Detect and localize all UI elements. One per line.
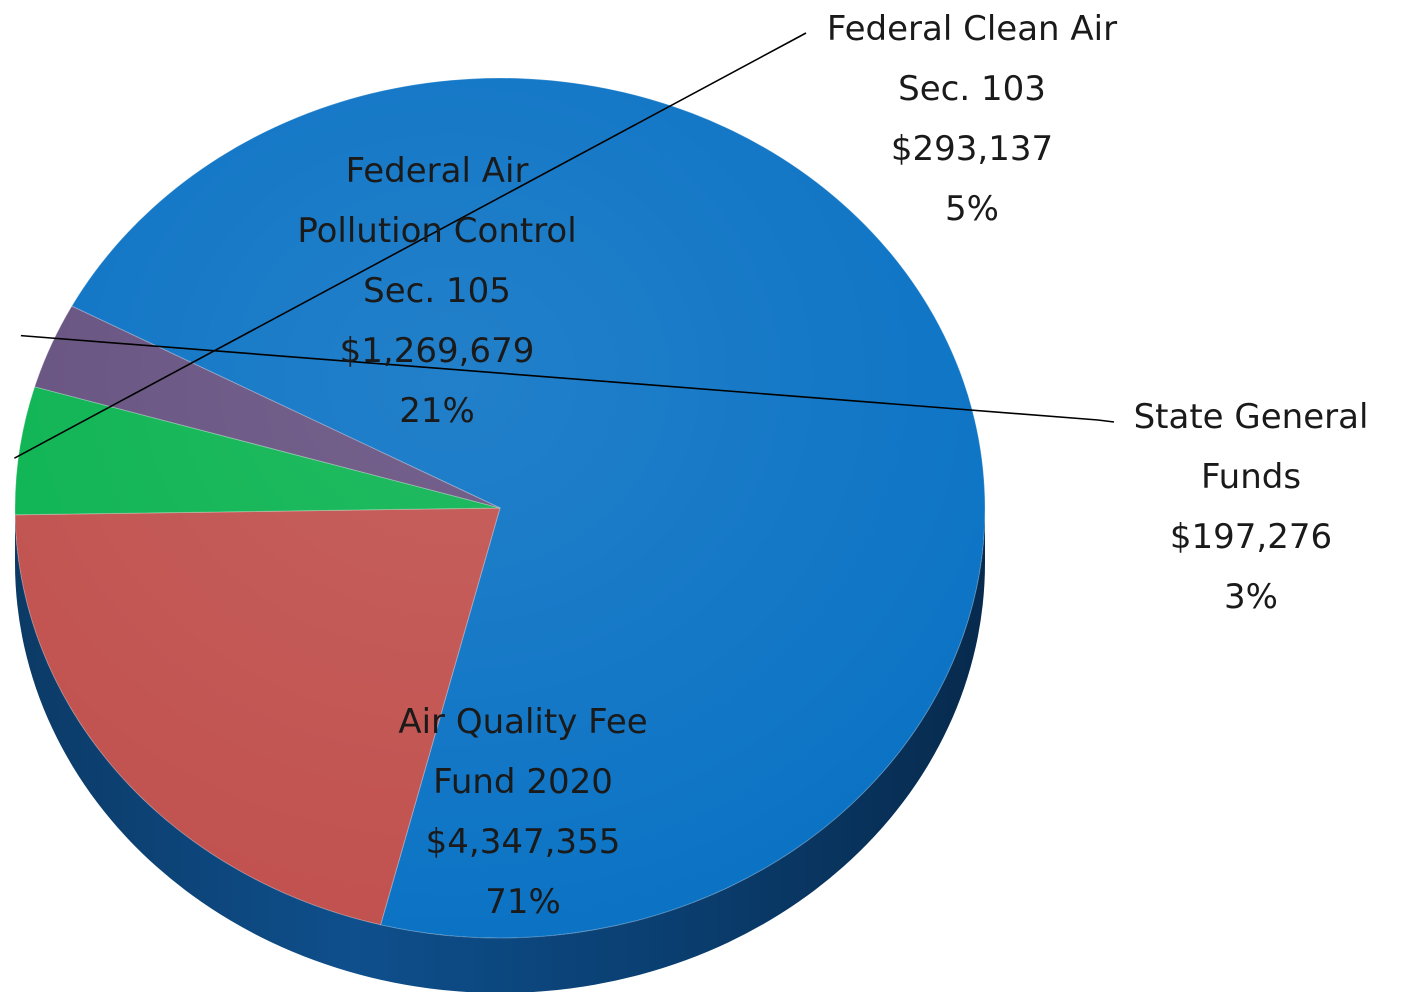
label-federal-air-pollution-line: Sec. 105 [363, 271, 511, 311]
label-air-quality-fee-line: $4,347,355 [426, 822, 621, 862]
label-state-general-funds: State General Funds $197,276 3% [1134, 397, 1369, 617]
label-air-quality-fee-line: Air Quality Fee [398, 702, 647, 742]
label-federal-air-pollution-line: Federal Air [346, 151, 529, 191]
leader-line-state-general-funds [20, 334, 1115, 423]
label-air-quality-fee: Air Quality Fee Fund 2020 $4,347,355 71% [398, 702, 647, 922]
label-federal-clean-air-line: Sec. 103 [898, 69, 1046, 109]
leader-lines-layer [14, 32, 1115, 459]
pie-top-highlight [15, 78, 985, 938]
leader-line-federal-clean-air [14, 32, 807, 459]
label-air-quality-fee-line: 71% [485, 882, 561, 922]
label-state-general-funds-line: State General [1134, 397, 1369, 437]
label-state-general-funds-line: Funds [1201, 457, 1301, 497]
label-federal-clean-air-line: 5% [945, 189, 999, 229]
label-air-quality-fee-line: Fund 2020 [433, 762, 613, 802]
label-federal-air-pollution-line: 21% [399, 391, 475, 431]
label-federal-clean-air: Federal Clean Air Sec. 103 $293,137 5% [827, 9, 1117, 229]
label-federal-clean-air-line: Federal Clean Air [827, 9, 1117, 49]
label-federal-clean-air-line: $293,137 [891, 129, 1053, 169]
slice-labels-layer: Air Quality Fee Fund 2020 $4,347,355 71% Fed… [297, 9, 1368, 922]
pie-slices-layer [14, 77, 986, 939]
label-federal-air-pollution: Federal Air Pollution Control Sec. 105 $1,2… [297, 151, 576, 431]
label-state-general-funds-line: $197,276 [1170, 517, 1332, 557]
label-federal-air-pollution-line: $1,269,679 [340, 331, 535, 371]
label-state-general-funds-line: 3% [1224, 577, 1278, 617]
label-federal-air-pollution-line: Pollution Control [297, 211, 576, 251]
